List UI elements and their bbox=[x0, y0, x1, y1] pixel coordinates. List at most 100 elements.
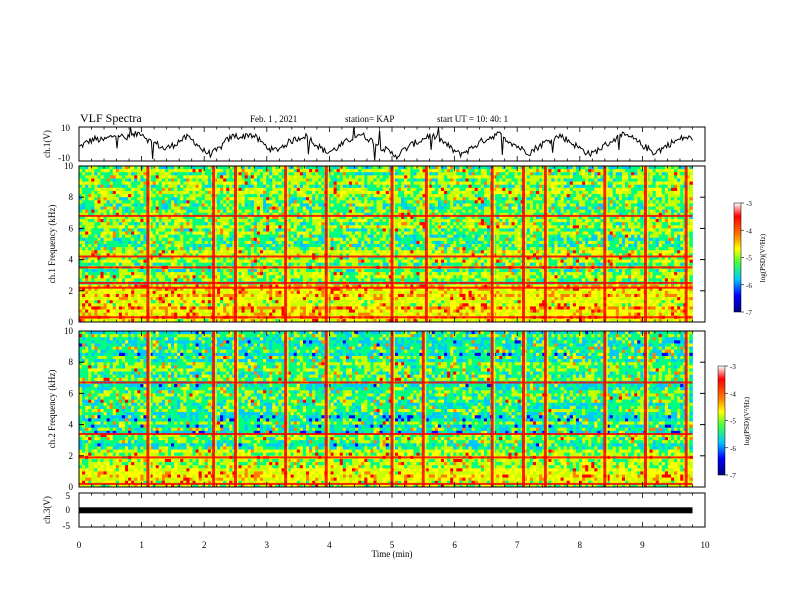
spectrogram-cell bbox=[287, 194, 292, 198]
spectrogram-cell bbox=[634, 219, 638, 223]
spectrogram-cell bbox=[106, 175, 111, 179]
spectrogram-cell bbox=[569, 219, 574, 223]
spectrogram-cell bbox=[664, 231, 669, 236]
spectrogram-cell bbox=[217, 206, 221, 211]
spectrogram-cell bbox=[85, 175, 89, 179]
spectrogram-cell bbox=[468, 169, 473, 173]
spectrogram-cell bbox=[106, 194, 111, 198]
spectrogram-cell bbox=[152, 206, 157, 211]
spectrogram-cell bbox=[198, 175, 203, 179]
spectrogram-cell bbox=[164, 228, 169, 232]
spectrogram-cell bbox=[404, 190, 408, 195]
spectrogram-cell bbox=[238, 234, 242, 239]
spectrogram-cell bbox=[318, 234, 322, 239]
spectrogram-cell bbox=[560, 200, 565, 204]
spectrogram-cell bbox=[204, 212, 209, 217]
spectrogram-cell bbox=[459, 190, 463, 195]
spectrogram-cell bbox=[671, 169, 675, 173]
spectrogram-cell bbox=[560, 187, 565, 192]
spectrogram-cell bbox=[440, 228, 445, 232]
spectrogram-cell bbox=[413, 175, 417, 179]
spectrogram-cell bbox=[85, 234, 89, 239]
spectrogram-cell bbox=[198, 228, 203, 232]
spectrogram-cell bbox=[428, 222, 433, 226]
spectrogram-cell bbox=[532, 206, 537, 211]
spectrogram-cell bbox=[652, 178, 657, 182]
spectrogram-cell bbox=[585, 228, 589, 232]
spectrogram-cell bbox=[121, 228, 126, 232]
spectrogram-cell bbox=[615, 237, 620, 242]
spectrogram-cell bbox=[275, 215, 279, 220]
spectrogram-cell bbox=[167, 225, 172, 229]
spectrogram-cell bbox=[161, 228, 166, 232]
spectrogram-cell bbox=[483, 172, 488, 176]
spectrogram-cell bbox=[652, 228, 657, 232]
spectrogram-cell bbox=[358, 209, 362, 214]
spectrogram-cell bbox=[201, 187, 206, 192]
spectrogram-cell bbox=[106, 231, 111, 236]
spectrogram-cell bbox=[456, 219, 460, 223]
spectrogram-cell bbox=[177, 200, 181, 204]
spectrogram-cell bbox=[615, 222, 620, 226]
spectrogram-cell bbox=[305, 187, 310, 192]
spectrogram-cell bbox=[367, 200, 371, 204]
spectrogram-cell bbox=[100, 240, 104, 245]
spectrogram-cell bbox=[431, 215, 436, 220]
spectrogram-cell bbox=[376, 237, 381, 242]
spectrogram-cell bbox=[312, 187, 316, 192]
spectrogram-cell bbox=[563, 197, 568, 201]
spectrogram-cell bbox=[444, 181, 448, 186]
spectrogram-cell bbox=[217, 240, 221, 245]
spectrogram-cell bbox=[312, 231, 316, 236]
spectrogram-cell bbox=[278, 222, 282, 226]
spectrogram-cell bbox=[137, 203, 141, 207]
spectrogram-cell bbox=[118, 212, 123, 217]
spectrogram-cell bbox=[256, 228, 261, 232]
spectrogram-cell bbox=[532, 172, 537, 176]
spectrogram-cell bbox=[637, 203, 641, 207]
spectrogram-cell bbox=[195, 209, 200, 214]
spectrogram-cell bbox=[266, 197, 270, 201]
spectrogram-cell bbox=[615, 228, 620, 232]
ch1-ytick-bottom: -10 bbox=[58, 153, 70, 163]
spectrogram-cell bbox=[180, 231, 184, 236]
spectrogram-cell bbox=[398, 200, 402, 204]
spectrogram-cell bbox=[204, 225, 209, 229]
spectrogram-cell bbox=[422, 200, 427, 204]
spectrogram-cell bbox=[394, 219, 399, 223]
spectrogram-cell bbox=[82, 197, 86, 201]
spectrogram-cell bbox=[462, 225, 466, 229]
spectrogram-cell bbox=[508, 222, 512, 226]
spectrogram-cell bbox=[125, 203, 129, 207]
spectrogram-cell bbox=[401, 234, 405, 239]
spectrogram-cell bbox=[318, 181, 322, 186]
spectrogram-cell bbox=[269, 209, 273, 214]
spectrogram-cell bbox=[97, 190, 101, 195]
spectrogram-cell bbox=[100, 209, 104, 214]
spectrogram-cell bbox=[621, 234, 626, 239]
spectrogram-cell bbox=[597, 166, 601, 170]
spectrogram-cell bbox=[103, 219, 108, 223]
spectrogram-cell bbox=[667, 237, 672, 242]
spectrogram-cell bbox=[88, 234, 92, 239]
spectrogram-cell bbox=[355, 200, 359, 204]
spectrogram-cell bbox=[174, 206, 178, 211]
spectrogram-cell bbox=[456, 212, 460, 217]
spectrogram-cell bbox=[115, 172, 120, 176]
spectrogram-cell bbox=[238, 228, 242, 232]
spectrogram-cell bbox=[82, 172, 86, 176]
spectrogram-cell bbox=[158, 237, 163, 242]
spectrogram-cell bbox=[195, 203, 200, 207]
spectrogram-cell bbox=[121, 203, 126, 207]
spectrogram-cell bbox=[618, 237, 623, 242]
spectrogram-cell bbox=[79, 166, 83, 170]
spectrogram-cell bbox=[296, 184, 301, 189]
spectrogram-cell bbox=[97, 169, 101, 173]
spectrogram-cell bbox=[183, 178, 187, 182]
spectrogram-cell bbox=[539, 203, 543, 207]
spectrogram-cell bbox=[226, 200, 230, 204]
spectrogram-cell bbox=[174, 231, 178, 236]
spectrogram-cell bbox=[625, 215, 629, 220]
spectrogram-cell bbox=[404, 169, 408, 173]
spectrogram-cell bbox=[551, 234, 555, 239]
